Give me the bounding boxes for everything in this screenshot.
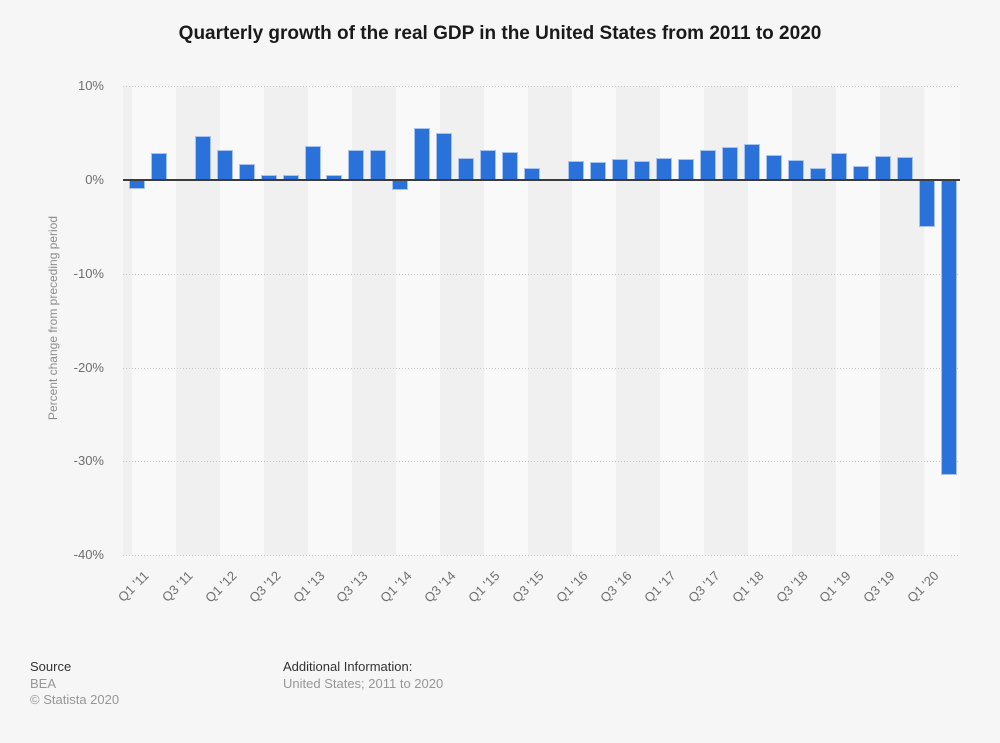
bar-Q212[interactable] <box>238 164 255 180</box>
bar-Q116[interactable] <box>568 161 584 180</box>
bar-Q314[interactable] <box>436 133 453 180</box>
bar-Q214[interactable] <box>414 128 431 180</box>
bar-Q416[interactable] <box>633 161 650 180</box>
plot-band <box>572 86 617 555</box>
plot-band <box>123 86 132 555</box>
bar-Q216[interactable] <box>589 162 606 180</box>
bar-Q220[interactable] <box>941 180 958 475</box>
bar-Q318[interactable] <box>787 160 804 180</box>
bar-Q413[interactable] <box>370 149 387 180</box>
bar-Q217[interactable] <box>677 159 694 180</box>
additional-info-label: Additional Information: <box>283 659 413 674</box>
y-gridline <box>123 273 960 275</box>
y-axis-tick-label: -20% <box>73 359 104 375</box>
source-label: Source <box>30 659 72 674</box>
bar-Q211[interactable] <box>150 152 167 180</box>
y-gridline <box>123 555 960 557</box>
bar-Q215[interactable] <box>502 151 519 180</box>
y-axis-tick-label: -10% <box>73 265 104 281</box>
plot-band <box>263 86 308 555</box>
bar-Q117[interactable] <box>655 158 672 180</box>
plot-band <box>660 86 705 555</box>
bar-Q219[interactable] <box>853 165 870 180</box>
bar-Q218[interactable] <box>765 154 782 180</box>
bar-Q114[interactable] <box>392 180 409 191</box>
bar-Q113[interactable] <box>304 146 321 180</box>
chart-title: Quarterly growth of the real GDP in the … <box>178 23 822 44</box>
bar-Q112[interactable] <box>216 149 233 180</box>
y-gridline <box>123 86 960 88</box>
bar-Q317[interactable] <box>699 149 716 180</box>
plot-band <box>528 86 573 555</box>
copyright: © Statista 2020 <box>30 692 120 707</box>
bar-Q316[interactable] <box>611 159 628 180</box>
y-axis-tick-label: 10% <box>77 78 104 94</box>
y-gridline <box>123 367 960 369</box>
bar-Q111[interactable] <box>128 180 145 190</box>
additional-info-value: United States; 2011 to 2020 <box>283 676 444 691</box>
source-value: BEA <box>30 676 57 691</box>
plot-band <box>616 86 661 555</box>
y-gridline <box>123 461 960 463</box>
bar-Q118[interactable] <box>743 144 760 180</box>
bar-Q319[interactable] <box>875 155 892 180</box>
bar-Q417[interactable] <box>721 147 738 180</box>
y-axis-tick-label: 0% <box>85 172 104 187</box>
bar-Q414[interactable] <box>458 158 475 180</box>
y-axis-tick-label: -40% <box>73 547 104 563</box>
bar-Q419[interactable] <box>897 157 914 180</box>
bar-Q120[interactable] <box>919 180 936 227</box>
y-axis-title: Percent change from preceding period <box>46 215 60 421</box>
y-axis-tick-label: -30% <box>73 453 104 469</box>
bar-Q115[interactable] <box>480 149 497 180</box>
plot-band <box>792 86 837 555</box>
zero-baseline <box>123 179 960 181</box>
bar-Q313[interactable] <box>348 149 365 180</box>
bar-Q119[interactable] <box>831 152 848 180</box>
bar-Q411[interactable] <box>194 135 211 180</box>
